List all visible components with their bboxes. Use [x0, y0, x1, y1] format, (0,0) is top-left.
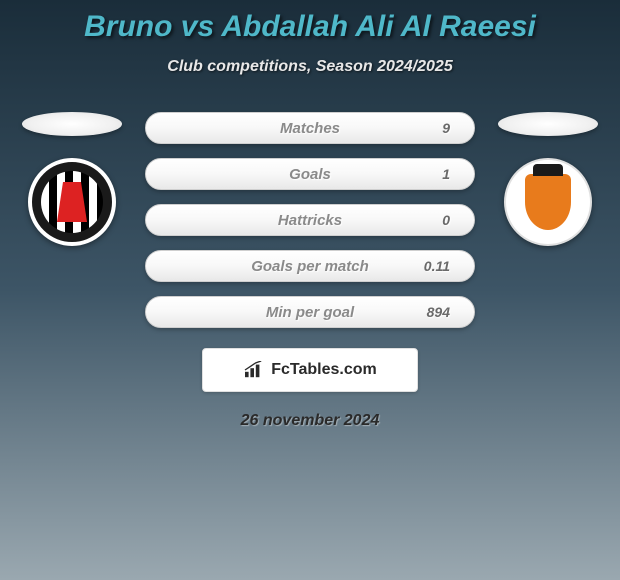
stat-label: Goals	[289, 166, 331, 183]
right-player-avatar-placeholder	[498, 112, 598, 136]
brand-badge[interactable]: FcTables.com	[202, 348, 418, 392]
right-player-column	[493, 112, 603, 246]
page-subtitle: Club competitions, Season 2024/2025	[0, 58, 620, 76]
stat-right-value: 0.11	[420, 258, 450, 274]
stat-label: Goals per match	[251, 258, 369, 275]
footer: FcTables.com 26 november 2024	[0, 348, 620, 430]
stats-list: Matches 9 Goals 1 Hattricks 0 Goals per …	[145, 112, 475, 328]
page-title: Bruno vs Abdallah Ali Al Raeesi	[0, 10, 620, 44]
left-club-logo	[28, 158, 116, 246]
left-player-column	[17, 112, 127, 246]
stat-label: Matches	[280, 120, 340, 137]
stat-row-min-per-goal: Min per goal 894	[145, 296, 475, 328]
stat-right-value: 1	[420, 166, 450, 182]
chart-icon	[243, 361, 265, 379]
stat-right-value: 9	[420, 120, 450, 136]
footer-date: 26 november 2024	[241, 412, 380, 430]
stat-right-value: 0	[420, 212, 450, 228]
stat-label: Hattricks	[278, 212, 342, 229]
left-club-logo-inner	[41, 171, 103, 233]
main-row: Matches 9 Goals 1 Hattricks 0 Goals per …	[0, 112, 620, 328]
stat-row-matches: Matches 9	[145, 112, 475, 144]
stat-row-goals: Goals 1	[145, 158, 475, 190]
stat-row-hattricks: Hattricks 0	[145, 204, 475, 236]
right-club-logo-inner	[525, 174, 571, 230]
stat-label: Min per goal	[266, 304, 354, 321]
brand-text: FcTables.com	[271, 361, 377, 379]
content-wrapper: Bruno vs Abdallah Ali Al Raeesi Club com…	[0, 0, 620, 430]
stat-row-goals-per-match: Goals per match 0.11	[145, 250, 475, 282]
stat-right-value: 894	[420, 304, 450, 320]
right-club-logo	[504, 158, 592, 246]
left-club-logo-accent	[57, 182, 87, 222]
left-player-avatar-placeholder	[22, 112, 122, 136]
